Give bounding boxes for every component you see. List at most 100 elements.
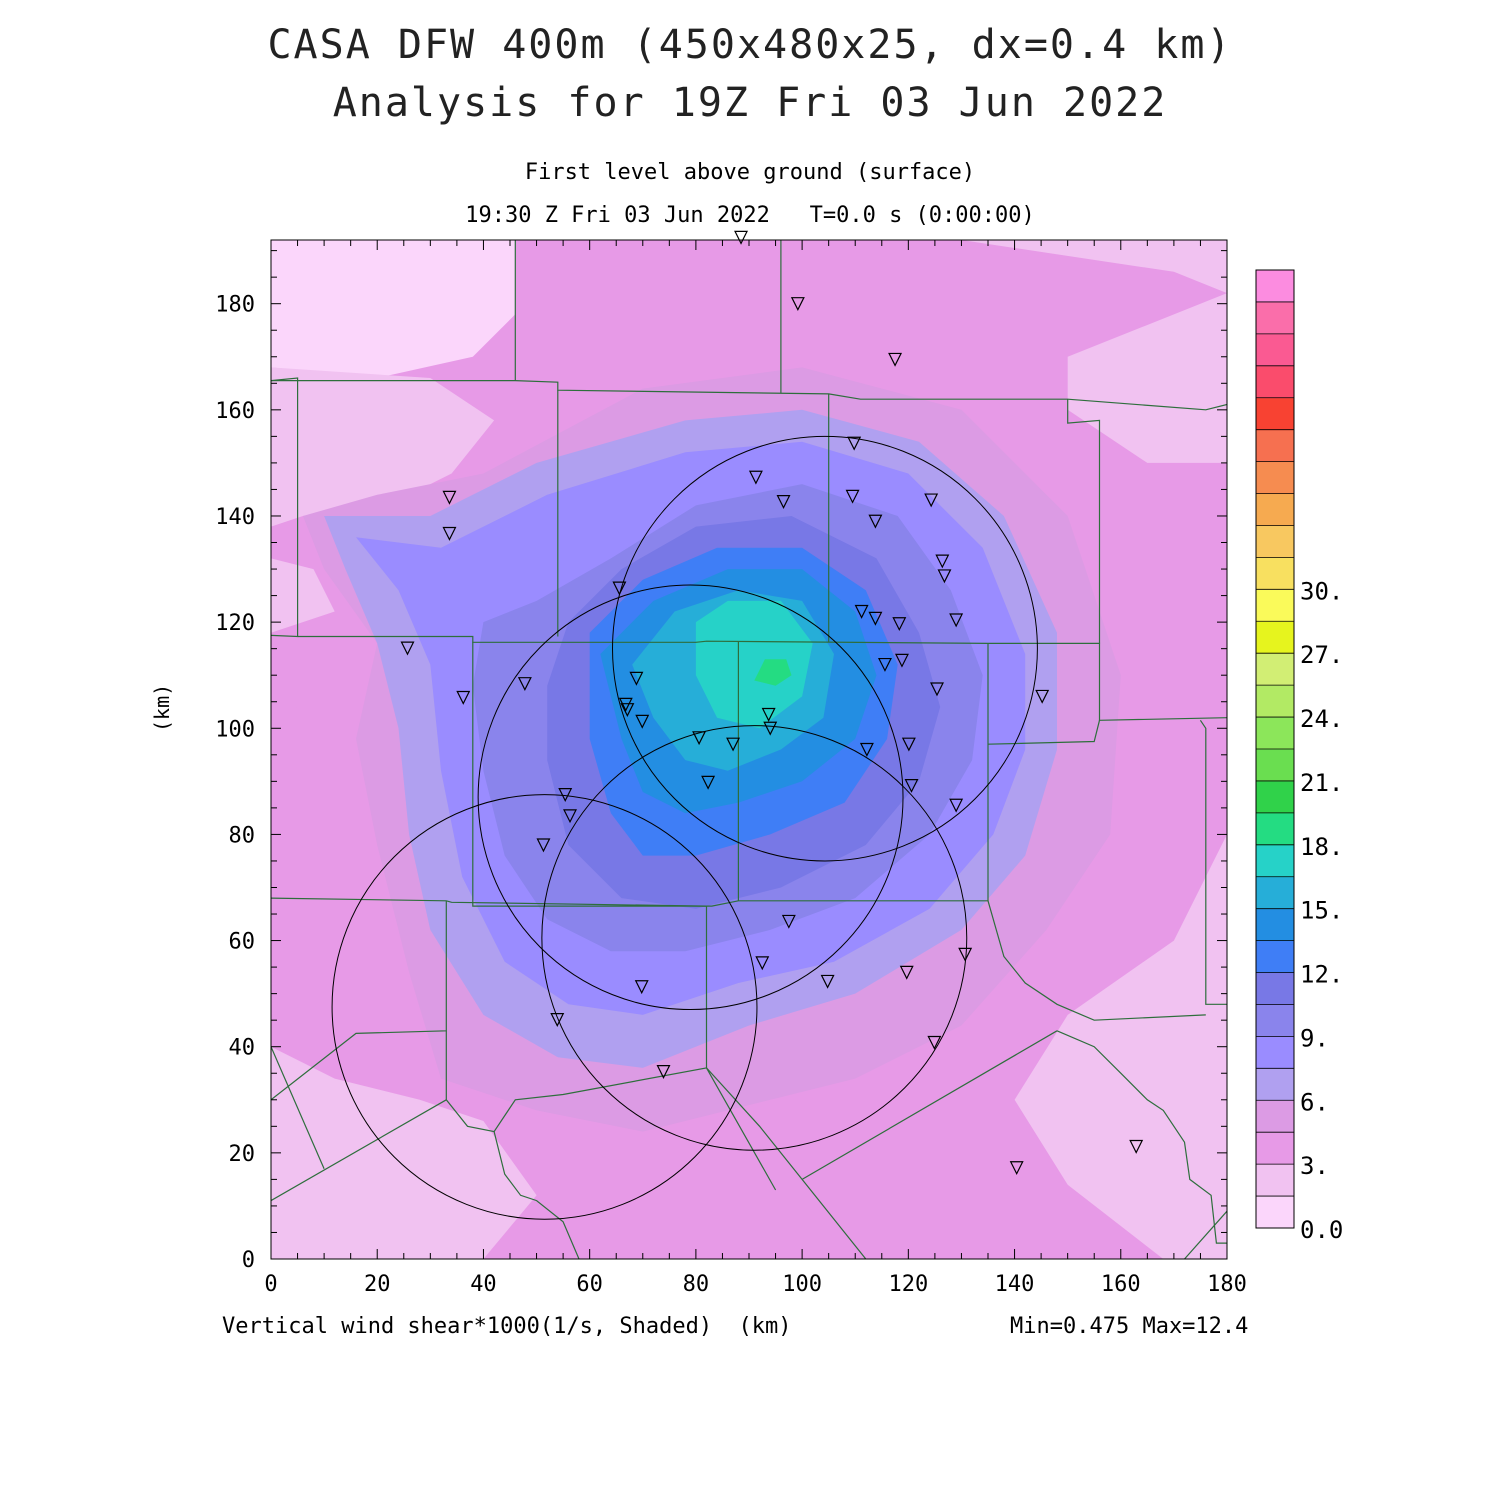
colorbar-bin-22	[1256, 493, 1294, 526]
y-tick-label: 0	[242, 1248, 255, 1273]
x-tick-label: 120	[888, 1272, 928, 1297]
y-tick-label: 20	[229, 1142, 256, 1167]
colorbar-bin-2	[1256, 1132, 1294, 1165]
station-marker-43	[755, 956, 770, 971]
colorbar-bin-16	[1256, 685, 1294, 718]
colorbar-label: 24.	[1300, 705, 1343, 733]
county-line-23	[493, 1131, 580, 1259]
range-ring-0	[612, 435, 1038, 862]
colorbar-frame	[1255, 269, 1295, 1229]
colorbar-bin-9	[1256, 908, 1294, 942]
station-marker-15	[868, 611, 883, 626]
radar-range-rings	[331, 435, 1038, 1220]
colorbar-label: 27.	[1300, 641, 1343, 669]
station-marker-47	[550, 1013, 565, 1027]
colorbar-label: 30.	[1300, 577, 1343, 605]
colorbar-bin-27	[1256, 333, 1294, 367]
colorbar-label: 12.	[1300, 961, 1343, 989]
county-line-9	[987, 720, 1101, 745]
station-marker-20	[517, 677, 532, 692]
station-marker-35	[701, 775, 716, 790]
field-label: Vertical wind shear*1000(1/s, Shaded) (k…	[222, 1314, 792, 1339]
field-contour-4	[1067, 293, 1227, 463]
county-line-17	[271, 1046, 325, 1170]
y-tick-label: 80	[229, 823, 256, 848]
colorbar-bin-28	[1256, 301, 1294, 335]
chart-title: CASA DFW 400m (450x480x25, dx=0.4 km)	[267, 22, 1233, 68]
county-line-7	[1067, 399, 1101, 644]
county-line-10	[1199, 719, 1227, 1005]
station-marker-27	[930, 682, 944, 697]
colorbar-bin-29	[1256, 270, 1294, 303]
station-marker-13	[612, 581, 627, 596]
station-marker-38	[563, 809, 577, 824]
station-marker-24	[635, 714, 650, 729]
station-marker-18	[400, 641, 415, 656]
colorbar-bin-5	[1256, 1036, 1294, 1069]
station-marker-50	[1009, 1161, 1024, 1176]
station-marker-26	[894, 653, 909, 668]
y-tick-label: 140	[215, 505, 255, 530]
x-tick-label: 40	[470, 1272, 497, 1297]
colorbar-bin-26	[1256, 365, 1294, 399]
station-marker-7	[924, 493, 939, 508]
colorbar-bin-4	[1256, 1068, 1294, 1101]
county-line-22	[1184, 1210, 1227, 1259]
station-marker-37	[558, 788, 573, 802]
station-marker-28	[1035, 689, 1050, 704]
station-marker-2	[888, 352, 903, 367]
field-contour-1	[271, 240, 516, 378]
y-tick-label: 100	[215, 717, 255, 742]
x-tick-label: 20	[364, 1272, 391, 1297]
x-tick-label: 0	[264, 1272, 277, 1297]
shaded-field	[271, 240, 1227, 1259]
axes: 0 20 40 60 80 100 120 140 160 180 0 20 40 60 80 100 120 1…	[215, 240, 1247, 1297]
station-marker-11	[935, 554, 950, 569]
x-tick-label: 60	[576, 1272, 603, 1297]
x-tick-label: 100	[782, 1272, 822, 1297]
county-line-8	[472, 642, 989, 907]
station-marker-10	[442, 526, 457, 541]
colorbar-label: 15.	[1300, 897, 1343, 925]
range-ring-1	[477, 584, 904, 1011]
station-marker-25	[877, 657, 892, 672]
station-marker-0	[734, 230, 749, 245]
station-marker-6	[845, 489, 860, 504]
station-marker-44	[899, 965, 914, 980]
station-marker-30	[763, 721, 778, 736]
station-marker-17	[949, 613, 964, 628]
x-tick-label: 180	[1207, 1272, 1247, 1297]
field-contour-17	[695, 600, 813, 729]
colorbar-bin-17	[1256, 653, 1294, 686]
county-boundaries	[271, 240, 1227, 1259]
colorbar-bin-24	[1256, 429, 1294, 463]
county-line-15	[445, 1030, 777, 1191]
station-marker-32	[726, 737, 741, 752]
county-line-11	[271, 897, 707, 907]
county-line-18	[706, 1067, 867, 1259]
colorbar-bin-18	[1256, 621, 1294, 654]
colorbar-label: 21.	[1300, 769, 1343, 797]
level-label: First level above ground (surface)	[524, 160, 976, 185]
colorbar-label: 6.	[1300, 1088, 1329, 1116]
station-marker-33	[859, 742, 874, 757]
station-marker-5	[776, 495, 791, 509]
county-line-20	[987, 900, 1206, 1021]
station-marker-42	[958, 947, 973, 962]
x-tick-label: 140	[995, 1272, 1035, 1297]
colorbar-bin-0	[1256, 1196, 1294, 1229]
field-contour-3	[271, 367, 495, 527]
colorbar-bin-25	[1256, 397, 1294, 431]
colorbar-bin-8	[1256, 940, 1294, 974]
station-marker-3	[847, 436, 862, 451]
colorbar-label: 0.0	[1300, 1216, 1343, 1244]
field-contour-2	[271, 240, 1227, 294]
station-marker-4	[748, 470, 763, 485]
station-marker-12	[937, 569, 952, 584]
station-marker-40	[536, 838, 551, 853]
station-marker-45	[820, 974, 835, 989]
range-ring-2	[541, 725, 968, 1151]
colorbar-bin-20	[1256, 557, 1294, 590]
colorbar-label: 9.	[1300, 1024, 1329, 1052]
station-marker-14	[854, 604, 869, 619]
